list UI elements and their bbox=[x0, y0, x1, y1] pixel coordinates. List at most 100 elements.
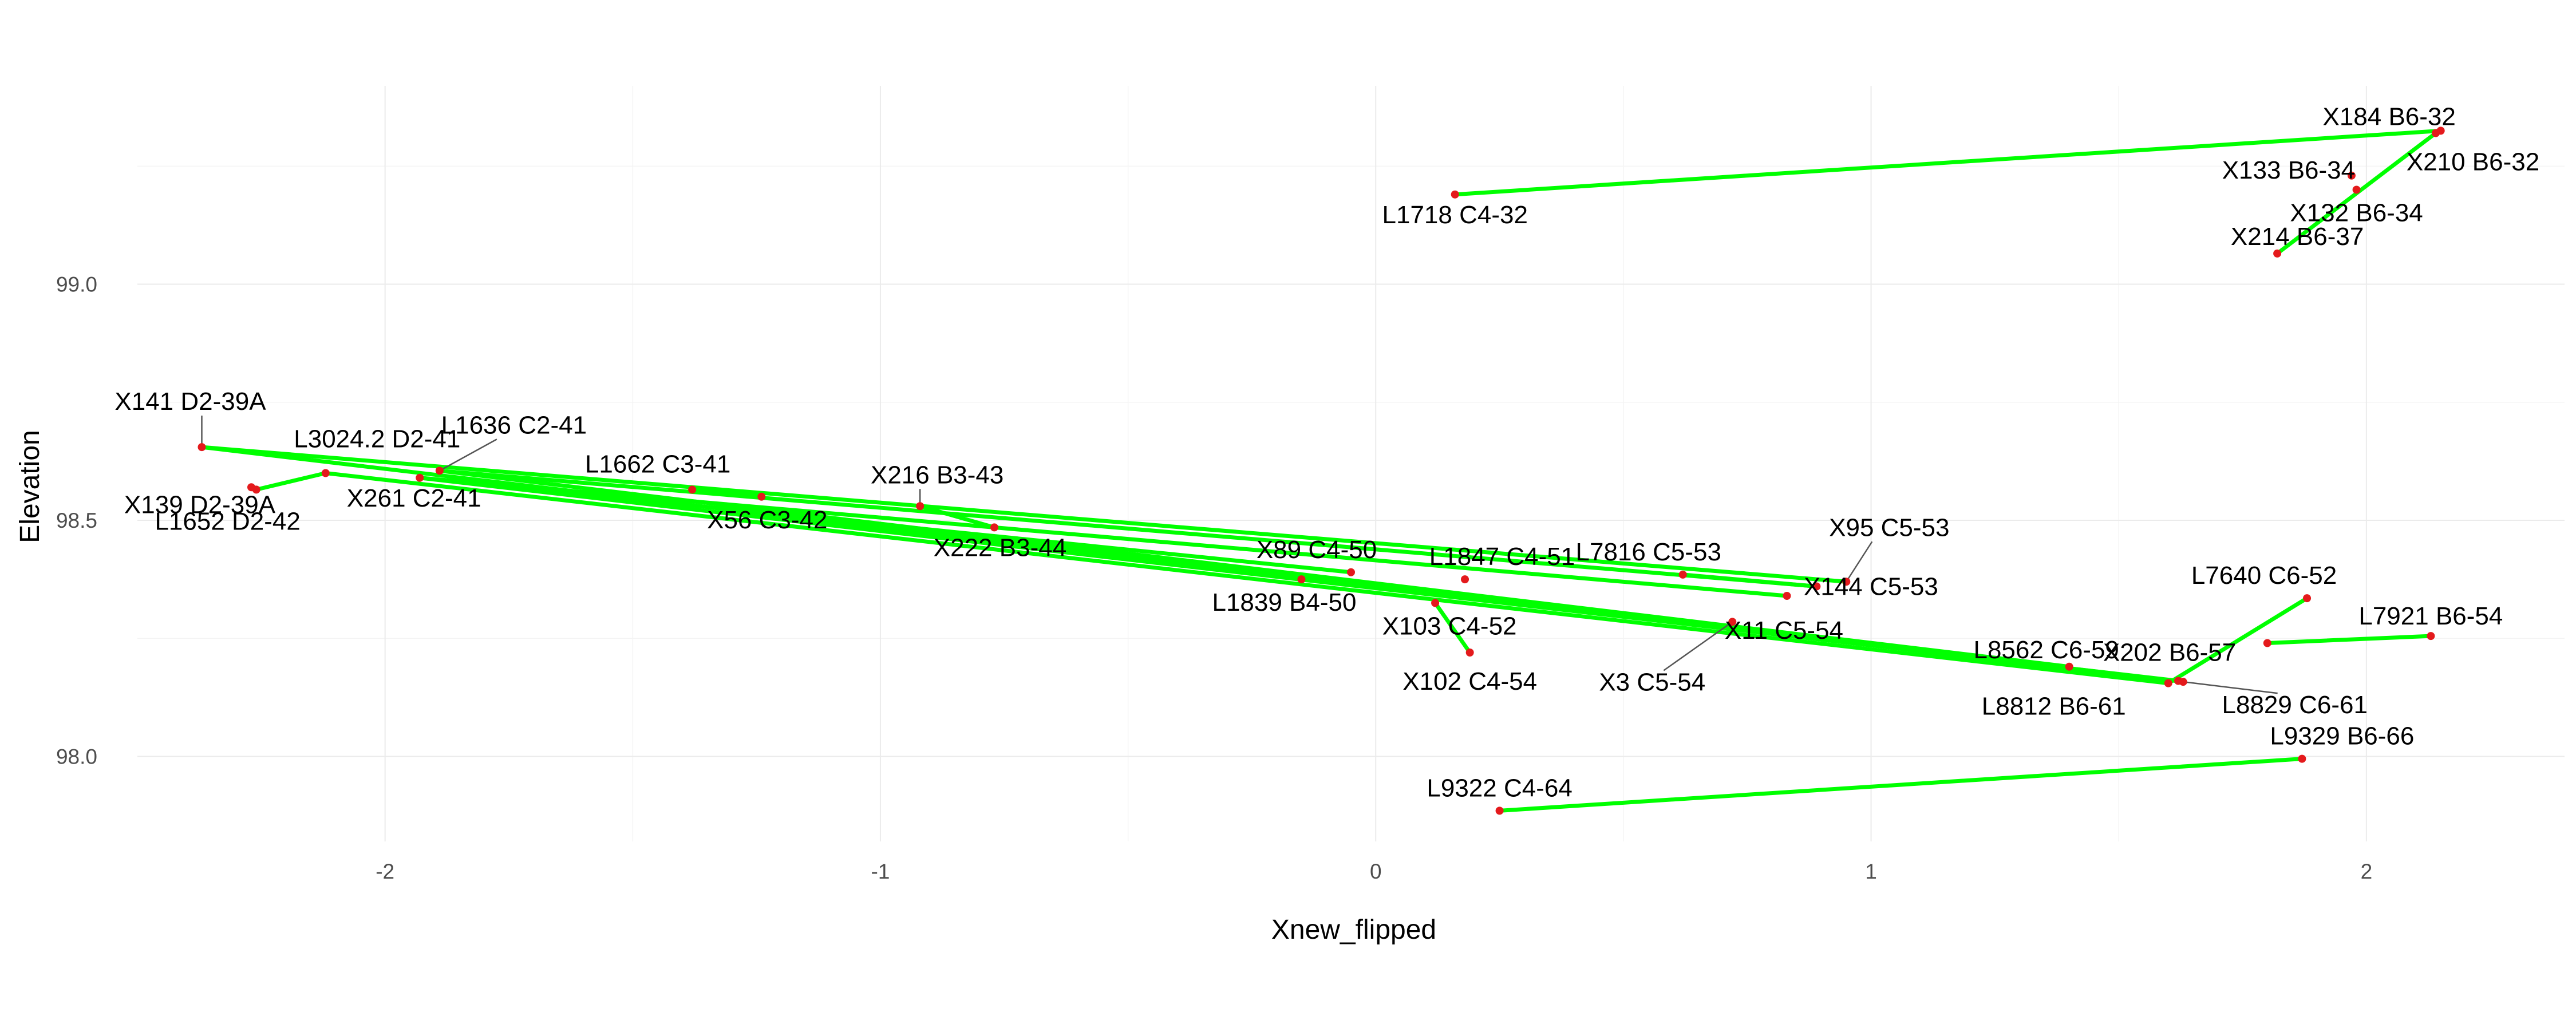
data-point bbox=[2347, 171, 2356, 180]
trend-segment bbox=[1681, 572, 1819, 588]
point-label: L7921 B6-54 bbox=[2358, 602, 2503, 630]
point-label: X210 B6-32 bbox=[2407, 148, 2539, 176]
data-point bbox=[435, 467, 444, 475]
label-leader-line bbox=[1663, 621, 1733, 671]
trend-segment bbox=[254, 471, 328, 492]
data-point bbox=[2179, 678, 2187, 686]
point-label: X214 B6-37 bbox=[2231, 223, 2364, 251]
trend-segment bbox=[417, 476, 1789, 598]
data-point bbox=[1842, 578, 1851, 586]
trend-segment bbox=[918, 504, 997, 529]
point-label: X103 C4-52 bbox=[1382, 612, 1517, 640]
x-tick-label: -1 bbox=[871, 860, 890, 883]
x-tick-label: 2 bbox=[2361, 860, 2373, 883]
data-point bbox=[1678, 570, 1687, 579]
data-point bbox=[1431, 599, 1440, 607]
point-label: X102 C4-54 bbox=[1402, 667, 1537, 695]
data-point bbox=[2164, 679, 2172, 687]
data-point bbox=[1461, 575, 1469, 584]
points bbox=[197, 126, 2445, 815]
data-point bbox=[2427, 632, 2435, 641]
point-label: X56 C3-42 bbox=[707, 506, 827, 534]
data-point bbox=[2263, 639, 2271, 647]
x-axis-title: Xnew_flipped bbox=[1271, 915, 1436, 945]
data-point bbox=[2298, 754, 2306, 763]
ticks: -2 -1 0 1 2 98.0 98.5 99.0 bbox=[56, 273, 2372, 884]
data-point bbox=[916, 502, 924, 511]
data-point bbox=[2065, 662, 2073, 671]
trend-segment bbox=[199, 445, 1848, 584]
y-axis-title: Elevation bbox=[15, 430, 45, 543]
data-point bbox=[1347, 568, 1355, 576]
trend-segment bbox=[323, 471, 2171, 686]
point-label: L1718 C4-32 bbox=[1382, 201, 1528, 229]
data-point bbox=[1812, 582, 1821, 591]
label-leader-line bbox=[2183, 681, 2278, 694]
data-point bbox=[1297, 575, 1306, 584]
point-label: L1847 C4-51 bbox=[1429, 543, 1575, 571]
data-point bbox=[321, 469, 330, 477]
trend-segment bbox=[437, 468, 1819, 588]
point-label: X222 B3-44 bbox=[934, 533, 1066, 562]
point-label: X216 B3-43 bbox=[871, 461, 1003, 489]
point-label: L9329 B6-66 bbox=[2270, 722, 2414, 750]
point-label: X133 B6-34 bbox=[2222, 156, 2355, 184]
point-label: X141 D2-39A bbox=[114, 388, 266, 416]
data-point bbox=[2352, 185, 2361, 194]
grid bbox=[137, 86, 2565, 841]
point-label: L7816 C5-53 bbox=[1576, 538, 1721, 566]
trend-segment bbox=[1453, 128, 2443, 197]
trend-segment bbox=[417, 476, 1353, 575]
data-point bbox=[2303, 594, 2312, 603]
y-tick-label: 98.5 bbox=[56, 509, 97, 532]
x-tick-label: 0 bbox=[1370, 860, 1382, 883]
x-tick-label: -2 bbox=[376, 860, 394, 883]
data-point bbox=[1728, 618, 1737, 626]
x-tick-label: 1 bbox=[1865, 860, 1877, 883]
data-point bbox=[252, 485, 260, 494]
label-leader-line bbox=[1846, 541, 1873, 582]
point-label: X132 B6-34 bbox=[2290, 199, 2423, 227]
point-label: X144 C5-53 bbox=[1804, 573, 1938, 601]
point-label: L1839 B4-50 bbox=[1212, 588, 1356, 616]
point-label: L8812 B6-61 bbox=[1982, 693, 2126, 721]
trend-segment bbox=[2265, 634, 2433, 645]
data-point bbox=[990, 523, 998, 532]
data-point bbox=[688, 485, 697, 494]
point-label: L9322 C4-64 bbox=[1427, 774, 1572, 802]
trend-segment bbox=[1433, 600, 1472, 655]
point-label: L8829 C6-61 bbox=[2222, 691, 2368, 719]
y-tick-label: 98.0 bbox=[56, 745, 97, 769]
data-point bbox=[2273, 249, 2282, 258]
point-label: L1662 C3-41 bbox=[585, 450, 730, 478]
trend-segment bbox=[690, 487, 764, 499]
data-point bbox=[1495, 807, 1504, 815]
data-point bbox=[757, 492, 766, 501]
leader-lines bbox=[201, 416, 2278, 694]
data-point bbox=[2432, 129, 2440, 137]
data-point bbox=[1783, 592, 1791, 600]
point-label: L1652 D2-42 bbox=[155, 507, 300, 535]
data-point bbox=[1465, 649, 1474, 657]
point-label: X202 B6-57 bbox=[2103, 639, 2236, 667]
point-label: X139 D2-39A bbox=[124, 491, 276, 519]
trend-segment bbox=[2166, 596, 2309, 686]
point-label: X11 C5-54 bbox=[1725, 616, 1843, 645]
data-point bbox=[1451, 190, 1459, 199]
data-point bbox=[416, 473, 424, 482]
point-label: L8562 C6-59 bbox=[1973, 636, 2119, 664]
segments bbox=[199, 128, 2443, 813]
trend-segment bbox=[1498, 757, 2304, 813]
y-tick-label: 99.0 bbox=[56, 273, 97, 297]
point-label: X95 C5-53 bbox=[1829, 513, 1949, 541]
point-label: L1636 C2-41 bbox=[441, 411, 587, 439]
point-label: X261 C2-41 bbox=[347, 484, 481, 512]
point-label: L3024.2 D2-41 bbox=[294, 425, 460, 453]
point-label: X184 B6-32 bbox=[2322, 102, 2455, 131]
point-label: X89 C4-50 bbox=[1257, 536, 1377, 564]
point-label: L7640 C6-52 bbox=[2191, 562, 2337, 590]
label-leader-line bbox=[439, 438, 497, 472]
